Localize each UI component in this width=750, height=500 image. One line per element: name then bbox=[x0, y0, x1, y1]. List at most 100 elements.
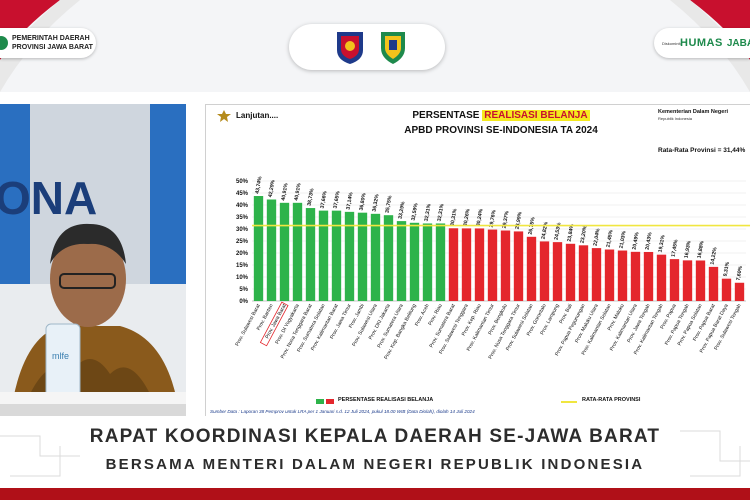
ministry-name: Kementerian Dalam Negeri bbox=[658, 109, 728, 115]
realization-bar-chart: 0%5%10%15%20%25%30%35%40%45%50% 43,74%Pro… bbox=[234, 176, 750, 361]
bar bbox=[643, 251, 654, 301]
bar bbox=[617, 250, 628, 301]
west-java-emblem-icon bbox=[381, 32, 405, 64]
jabar-text: JABAR bbox=[726, 37, 750, 49]
bar bbox=[448, 228, 459, 301]
bar bbox=[630, 251, 641, 301]
speaker-video: ONA mlfe bbox=[0, 104, 186, 419]
legend-green-swatch bbox=[316, 399, 324, 404]
data-label: 9,31% bbox=[723, 261, 732, 277]
bar bbox=[734, 282, 745, 301]
legend-average-swatch bbox=[561, 401, 577, 403]
svg-text:ONA: ONA bbox=[0, 172, 97, 224]
data-label: 42,29% bbox=[268, 179, 277, 198]
data-label: 35,75% bbox=[385, 195, 394, 214]
y-tick-label: 10% bbox=[236, 275, 249, 281]
legend-series-label: PERSENTASE REALISASI BELANJA bbox=[338, 397, 434, 403]
data-label: 37,65% bbox=[333, 190, 342, 209]
bar bbox=[539, 241, 550, 301]
data-label: 29,76% bbox=[489, 209, 498, 228]
bar bbox=[318, 210, 329, 301]
bar bbox=[474, 228, 485, 301]
bar bbox=[578, 245, 589, 301]
slide-title-highlight: REALISASI BELANJA bbox=[482, 110, 590, 121]
data-label: 32,31% bbox=[437, 203, 446, 222]
data-label: 36,32% bbox=[372, 193, 381, 212]
lanjutan-label: Lanjutan.... bbox=[236, 111, 279, 120]
data-label: 19,31% bbox=[658, 234, 667, 253]
bar bbox=[708, 266, 719, 301]
bar bbox=[669, 259, 680, 301]
y-tick-label: 20% bbox=[236, 251, 249, 257]
data-label: 32,31% bbox=[424, 203, 433, 222]
legend-red-swatch bbox=[326, 399, 334, 404]
data-label: 17,45% bbox=[671, 239, 680, 258]
bar bbox=[604, 249, 615, 301]
data-label: 38,73% bbox=[307, 188, 316, 207]
bar bbox=[695, 260, 706, 301]
ministry-sub: Republik Indonesia bbox=[658, 116, 693, 121]
provincial-government-badge: PEMERINTAH DAERAH PROVINSI JAWA BARAT bbox=[0, 28, 96, 58]
svg-text:mlfe: mlfe bbox=[52, 351, 69, 361]
presentation-slide: Lanjutan.... PERSENTASE REALISASI BELANJ… bbox=[205, 104, 750, 418]
data-label: 21,03% bbox=[619, 230, 628, 249]
data-label: 7,60% bbox=[736, 265, 745, 281]
top-bar: PEMERINTAH DAERAH PROVINSI JAWA BARAT Di… bbox=[0, 0, 750, 92]
data-label: 40,91% bbox=[294, 182, 303, 201]
garuda-emblem-icon bbox=[217, 110, 231, 122]
data-label: 30,31% bbox=[450, 208, 459, 227]
average-label: Rata-Rata Provinsi = 31,44% bbox=[658, 147, 746, 154]
caption-line-2: BERSAMA MENTERI DALAM NEGERI REPUBLIK IN… bbox=[105, 456, 645, 473]
legend-average-label: RATA-RATA PROVINSI bbox=[582, 397, 641, 403]
y-tick-label: 40% bbox=[236, 203, 249, 209]
data-label: 37,14% bbox=[346, 191, 355, 210]
data-label: 23,84% bbox=[567, 223, 576, 242]
data-label: 24,82% bbox=[541, 221, 550, 240]
bar bbox=[500, 230, 511, 301]
data-label: 40,91% bbox=[281, 182, 290, 201]
speaker-video-image: ONA mlfe bbox=[0, 104, 186, 419]
data-label: 30,26% bbox=[463, 208, 472, 227]
bar bbox=[357, 212, 368, 301]
data-label: 37,66% bbox=[320, 190, 329, 209]
y-tick-label: 35% bbox=[236, 215, 249, 221]
gov-line-1: PEMERINTAH DAERAH bbox=[12, 35, 90, 42]
data-label: 16,93% bbox=[684, 240, 693, 259]
west-java-logo-icon bbox=[0, 36, 8, 50]
bar bbox=[344, 211, 355, 301]
data-label: 24,53% bbox=[554, 222, 563, 241]
y-tick-label: 45% bbox=[236, 191, 249, 197]
caption-band bbox=[0, 416, 750, 500]
y-tick-label: 30% bbox=[236, 227, 249, 233]
humas-jabar-badge: Diskominfo HUMAS JABAR bbox=[654, 28, 750, 58]
data-label: 33,29% bbox=[398, 201, 407, 220]
bar bbox=[513, 231, 524, 301]
y-tick-label: 0% bbox=[239, 299, 248, 305]
bar bbox=[526, 236, 537, 301]
data-label: 23,20% bbox=[580, 225, 589, 244]
bottom-red-strip bbox=[0, 488, 750, 500]
bar bbox=[422, 223, 433, 301]
y-tick-label: 50% bbox=[236, 179, 249, 185]
data-label: 21,45% bbox=[606, 229, 615, 248]
humas-text: HUMAS bbox=[680, 37, 723, 49]
data-label: 36,80% bbox=[359, 192, 368, 211]
bar bbox=[409, 222, 420, 301]
data-label: 29,37% bbox=[502, 210, 511, 229]
bar bbox=[461, 228, 472, 301]
chart-legend: PERSENTASE REALISASI BELANJA RATA-RATA P… bbox=[316, 397, 696, 407]
bar bbox=[370, 213, 381, 301]
kemendagri-emblem-icon bbox=[337, 32, 363, 64]
bar bbox=[253, 196, 264, 301]
bar bbox=[266, 199, 277, 301]
data-label: 22,04% bbox=[593, 228, 602, 247]
y-tick-label: 25% bbox=[236, 239, 249, 245]
gov-line-2: PROVINSI JAWA BARAT bbox=[12, 44, 93, 51]
y-tick-label: 15% bbox=[236, 263, 249, 269]
highlight-box bbox=[259, 301, 289, 347]
bar bbox=[305, 208, 316, 301]
bar bbox=[279, 202, 290, 301]
data-label: 30,24% bbox=[476, 208, 485, 227]
bar bbox=[591, 248, 602, 301]
bar bbox=[565, 243, 576, 301]
